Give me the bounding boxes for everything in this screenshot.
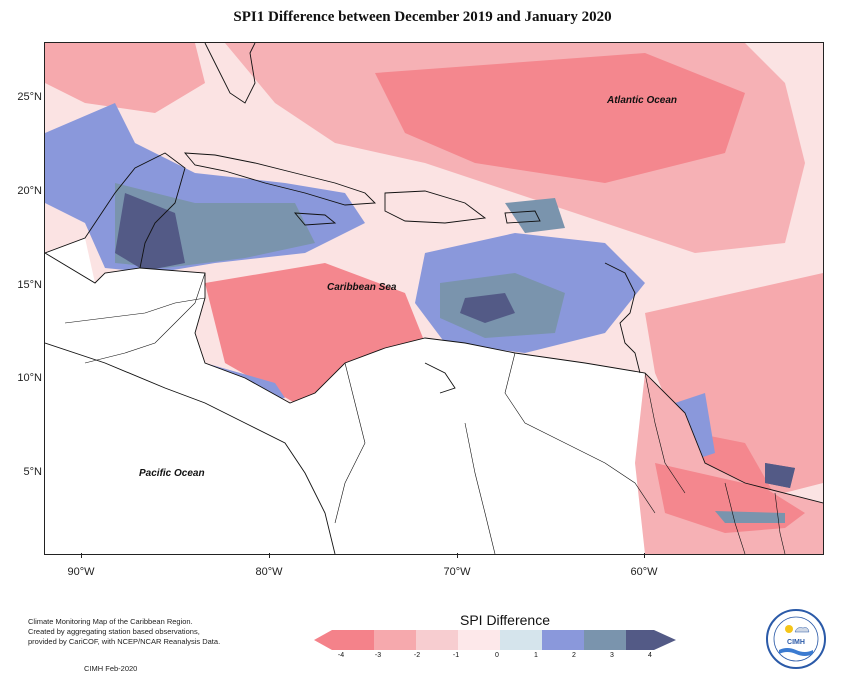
puerto-rico-coast xyxy=(504,210,541,224)
pacific-coast xyxy=(45,342,336,554)
yucatan-coast xyxy=(45,152,186,284)
legend-tick-1: 1 xyxy=(534,652,538,659)
atlantic-dry-core xyxy=(375,53,745,183)
spi-difference-map: Atlantic Ocean Caribbean Sea Pacific Oce… xyxy=(44,42,824,555)
suriname-wet-core xyxy=(715,511,785,523)
lon-tick-60w xyxy=(644,553,645,558)
legend-tick-minus4: -4 xyxy=(337,652,345,659)
coastlines xyxy=(45,43,823,554)
cimh-logo: CIMH xyxy=(766,609,826,669)
map-canvas xyxy=(45,43,823,554)
credit-text: CIMH Feb-2020 xyxy=(84,664,138,673)
border-suriname xyxy=(724,482,746,554)
border-french-guiana xyxy=(774,492,786,554)
map-description: Climate Monitoring Map of the Caribbean … xyxy=(28,617,288,647)
legend-tick-minus1: -1 xyxy=(452,652,460,659)
legend-band-5 xyxy=(500,630,542,650)
lon-label-80w: 80°W xyxy=(255,566,283,578)
legend-arrow-high xyxy=(654,630,676,650)
legend-band-1 xyxy=(332,630,374,650)
border-guyana xyxy=(644,372,686,494)
gulf-dry-zone xyxy=(45,43,205,113)
legend-title: SPI Difference xyxy=(459,612,550,628)
lat-label-5n: 5°N xyxy=(23,466,42,478)
lon-label-60w: 60°W xyxy=(630,566,658,578)
wave-icon xyxy=(779,648,813,656)
legend-tick-minus3: -3 xyxy=(374,652,382,659)
cuba-coast xyxy=(183,152,377,206)
legend-tick-4: 4 xyxy=(648,652,652,659)
description-text: Climate Monitoring Map of the Caribbean … xyxy=(28,617,221,646)
mainland-coast xyxy=(139,267,823,504)
legend-band-8 xyxy=(626,630,654,650)
legend-band-6 xyxy=(542,630,584,650)
logo-text: CIMH xyxy=(787,639,805,646)
puerto-rico-wet-zone xyxy=(505,198,565,233)
border-brazil xyxy=(464,422,496,554)
lat-label-25n: 25°N xyxy=(17,91,42,103)
lon-tick-90w xyxy=(81,553,82,558)
country-borders xyxy=(64,272,786,554)
legend-tick-0: 0 xyxy=(495,652,499,659)
lon-tick-70w xyxy=(457,553,458,558)
mainland-land-mask xyxy=(45,238,823,554)
lon-tick-80w xyxy=(269,553,270,558)
legend-band-4 xyxy=(458,630,500,650)
jamaica-coast xyxy=(293,212,337,226)
legend-band-7 xyxy=(584,630,626,650)
lat-label-20n: 20°N xyxy=(17,185,42,197)
lesser-antilles xyxy=(604,262,641,374)
pacific-ocean-label: Pacific Ocean xyxy=(139,468,205,479)
border-venezuela xyxy=(504,352,656,514)
caribbean-sea-wet-max xyxy=(460,293,515,323)
sun-icon xyxy=(785,625,793,633)
maracaibo-coast xyxy=(424,362,456,394)
atlantic-ocean-label: Atlantic Ocean xyxy=(607,95,678,106)
border-central-america-1 xyxy=(84,272,206,364)
lon-label-70w: 70°W xyxy=(443,566,471,578)
legend-tick-2: 2 xyxy=(572,652,576,659)
french-guiana-wet-core xyxy=(765,463,795,488)
legend-tick-3: 3 xyxy=(610,652,614,659)
florida-coast xyxy=(204,43,256,104)
caribbean-sea-label: Caribbean Sea xyxy=(327,282,397,293)
legend-band-2 xyxy=(374,630,416,650)
legend-arrow-low xyxy=(314,630,332,650)
lat-label-15n: 15°N xyxy=(17,279,42,291)
hispaniola-coast xyxy=(384,190,487,224)
lat-label-10n: 10°N xyxy=(17,372,42,384)
border-colombia xyxy=(334,362,366,524)
map-title: SPI1 Difference between December 2019 an… xyxy=(233,9,612,25)
border-central-america-2 xyxy=(64,297,206,324)
legend-tick-minus2: -2 xyxy=(413,652,421,659)
cloud-icon xyxy=(794,627,810,633)
legend-band-3 xyxy=(416,630,458,650)
lon-label-90w: 90°W xyxy=(67,566,95,578)
color-scale-bar xyxy=(314,630,676,650)
